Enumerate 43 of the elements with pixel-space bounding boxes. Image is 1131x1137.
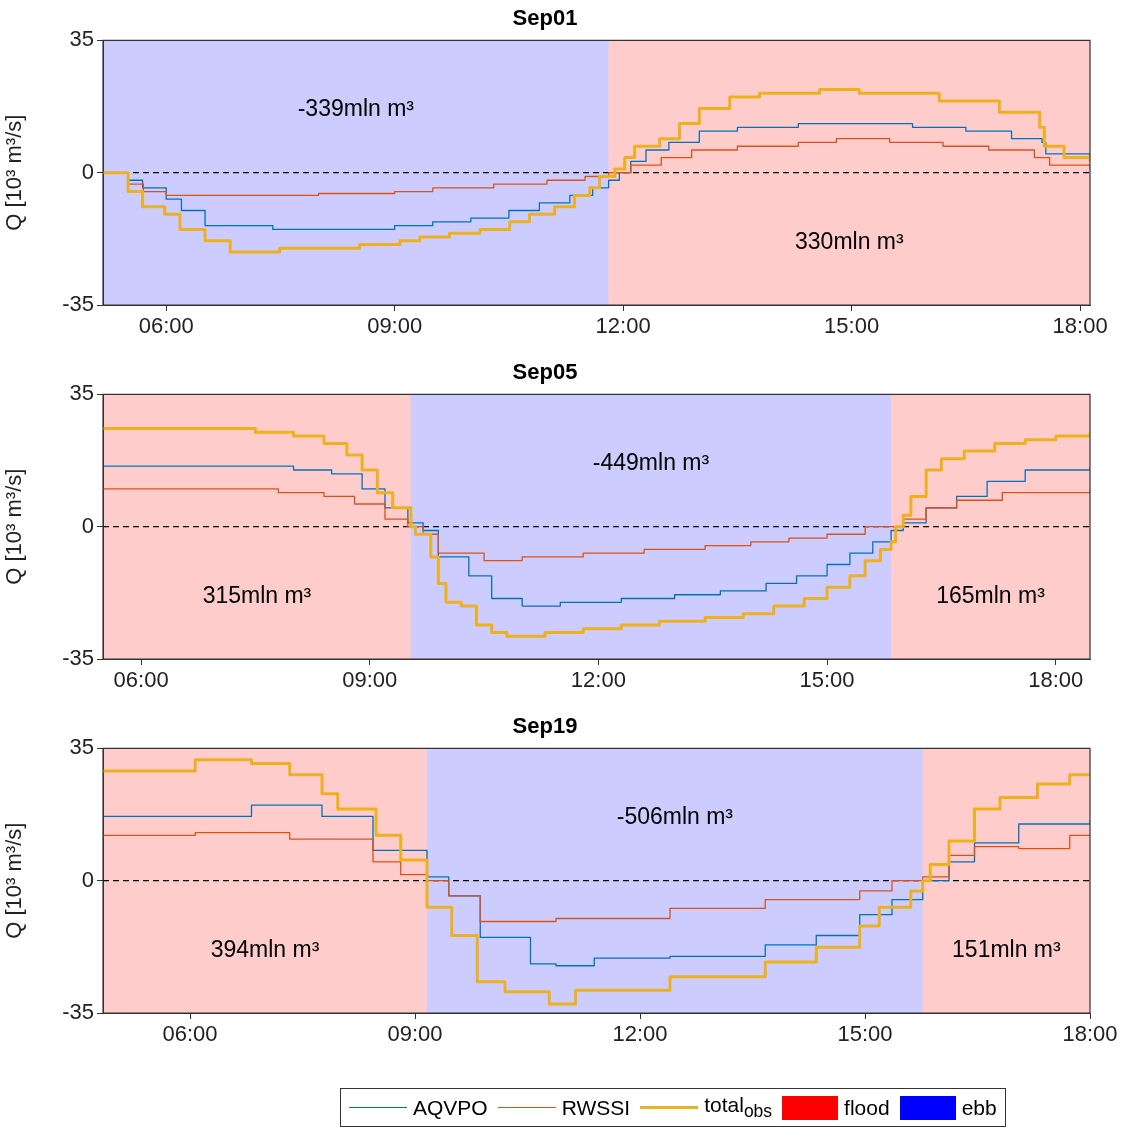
- x-tick-label: 15:00: [799, 667, 855, 693]
- annotation: 330mln m³: [795, 228, 904, 255]
- y-tick-label: 0: [81, 158, 94, 184]
- annotation: 165mln m³: [936, 582, 1046, 609]
- y-tick-label: 0: [81, 512, 94, 538]
- annotation: 394mln m³: [210, 936, 320, 963]
- x-tick-label: 15:00: [824, 313, 880, 339]
- x-tick-label: 18:00: [1028, 667, 1084, 693]
- x-tick-label: 15:00: [837, 1021, 893, 1047]
- y-tick-label: 35: [69, 734, 94, 760]
- x-tick-label: 09:00: [387, 1021, 443, 1047]
- x-tick-label: 18:00: [1052, 313, 1108, 339]
- annotation: 151mln m³: [952, 936, 1062, 963]
- y-tick-label: 35: [69, 380, 94, 406]
- y-tick-label: 0: [81, 866, 94, 892]
- y-axis-title: Q [10³ m³/s]: [1, 468, 27, 585]
- y-axis-title: Q [10³ m³/s]: [1, 114, 27, 231]
- y-tick-label: 35: [69, 26, 94, 52]
- y-tick-label: -35: [62, 999, 94, 1025]
- legend-label: total$_{obs}$: [704, 1093, 773, 1123]
- x-tick-label: 12:00: [570, 667, 626, 693]
- y-tick-label: -35: [62, 645, 94, 671]
- annotation: -339mln m³: [297, 94, 415, 121]
- x-tick-label: 06:00: [113, 667, 169, 693]
- y-tick-label: -35: [62, 291, 94, 317]
- legend-label: RWSSI: [561, 1095, 631, 1120]
- annotation: 315mln m³: [202, 582, 312, 609]
- annotation: -506mln m³: [616, 802, 734, 829]
- x-tick-label: 06:00: [138, 313, 194, 339]
- chart-title: Sep05: [512, 359, 578, 385]
- x-tick-label: 06:00: [162, 1021, 218, 1047]
- x-tick-label: 18:00: [1062, 1021, 1118, 1047]
- x-tick-label: 12:00: [595, 313, 651, 339]
- y-axis-title: Q [10³ m³/s]: [1, 822, 27, 939]
- annotation: -449mln m³: [592, 448, 710, 475]
- chart-title: Sep01: [512, 5, 578, 31]
- x-tick-label: 09:00: [367, 313, 423, 339]
- x-tick-label: 09:00: [342, 667, 398, 693]
- legend-label: AQVPO: [413, 1095, 488, 1120]
- legend-label: flood: [844, 1095, 890, 1120]
- x-tick-label: 12:00: [612, 1021, 668, 1047]
- chart-title: Sep19: [512, 713, 578, 739]
- legend-label: ebb: [961, 1095, 997, 1120]
